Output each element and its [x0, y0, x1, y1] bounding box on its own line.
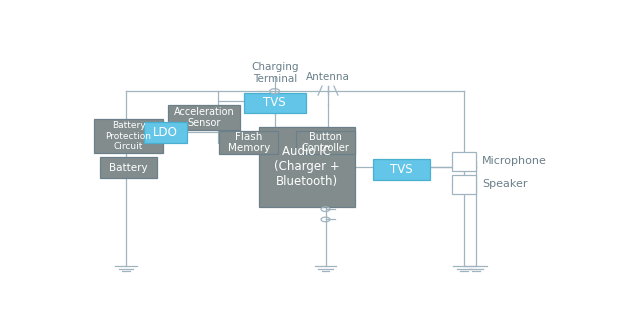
Text: Battery: Battery — [109, 163, 148, 172]
FancyBboxPatch shape — [452, 152, 476, 171]
Text: Battery
Protection
Circuit: Battery Protection Circuit — [106, 121, 152, 151]
FancyBboxPatch shape — [452, 175, 476, 194]
Text: TVS: TVS — [390, 163, 412, 176]
FancyBboxPatch shape — [372, 159, 429, 180]
FancyBboxPatch shape — [244, 93, 306, 113]
FancyBboxPatch shape — [100, 157, 157, 178]
Text: Button
Controller: Button Controller — [301, 132, 349, 153]
FancyBboxPatch shape — [219, 131, 278, 154]
Text: Speaker: Speaker — [482, 179, 527, 189]
FancyBboxPatch shape — [145, 122, 187, 143]
Text: Antenna: Antenna — [306, 72, 350, 82]
FancyBboxPatch shape — [168, 105, 240, 130]
Text: Microphone: Microphone — [482, 156, 547, 166]
FancyBboxPatch shape — [94, 120, 163, 153]
Text: Flash
Memory: Flash Memory — [227, 132, 270, 153]
FancyBboxPatch shape — [296, 131, 355, 154]
Text: Audio IC
(Charger +
Bluetooth): Audio IC (Charger + Bluetooth) — [274, 146, 340, 188]
Text: TVS: TVS — [264, 96, 286, 109]
Text: Charging
Terminal: Charging Terminal — [251, 63, 299, 84]
Text: LDO: LDO — [153, 126, 178, 139]
FancyBboxPatch shape — [259, 127, 355, 206]
Text: Acceleration
Sensor: Acceleration Sensor — [174, 107, 235, 128]
